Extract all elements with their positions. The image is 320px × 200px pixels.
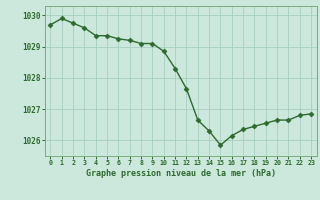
- X-axis label: Graphe pression niveau de la mer (hPa): Graphe pression niveau de la mer (hPa): [86, 169, 276, 178]
